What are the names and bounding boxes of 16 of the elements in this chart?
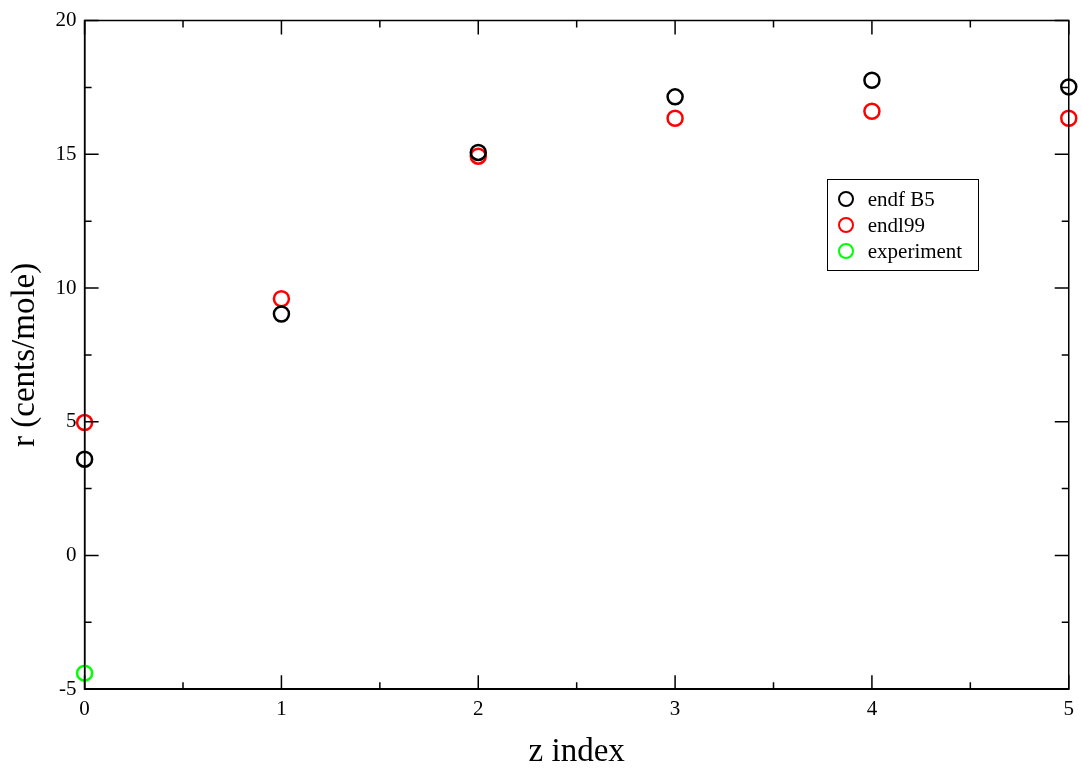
y-tick-label: 5 xyxy=(66,408,77,433)
x-tick-label: 3 xyxy=(669,696,681,721)
y-tick-label: 15 xyxy=(55,140,77,165)
y-tick-label: 0 xyxy=(66,542,77,566)
y-tick-label: 20 xyxy=(55,7,77,32)
legend-label: experiment xyxy=(867,237,963,264)
x-tick-label: 4 xyxy=(866,696,878,721)
x-tick-label: 2 xyxy=(473,696,484,721)
y-axis-title: r (cents/mole) xyxy=(5,262,43,447)
y-tick-label: -5 xyxy=(59,675,77,700)
legend-label: endl99 xyxy=(867,211,925,238)
y-tick-label: 10 xyxy=(55,274,77,299)
legend-label: endf B5 xyxy=(867,185,935,212)
x-tick-label: 1 xyxy=(276,696,287,721)
x-tick-label: 5 xyxy=(1063,696,1074,721)
x-axis-title: z index xyxy=(528,731,626,768)
